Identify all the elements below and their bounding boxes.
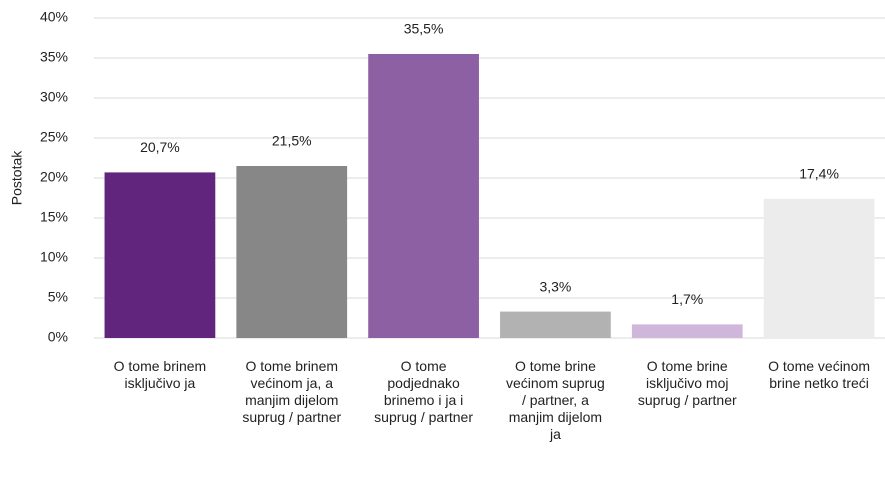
- x-tick-label: O tome brinem većinom ja, a manjim dijel…: [242, 358, 342, 425]
- data-label: 17,4%: [799, 166, 839, 182]
- data-label: 3,3%: [539, 278, 571, 294]
- y-tick-label: 0%: [48, 329, 68, 345]
- x-tick-label: O tome brine većinom suprug / partner, a…: [505, 358, 605, 442]
- bar: [236, 166, 348, 338]
- y-tick-label: 30%: [40, 89, 68, 105]
- y-tick-label: 25%: [40, 129, 68, 145]
- data-label: 1,7%: [671, 291, 703, 307]
- y-axis-label: Postotak: [9, 150, 25, 205]
- bar: [368, 54, 479, 338]
- bar: [763, 198, 875, 338]
- y-tick-label: 40%: [40, 9, 68, 25]
- x-tick-label: O tome podjednako brinemo i ja i suprug …: [374, 358, 473, 425]
- y-tick-label: 10%: [40, 249, 68, 265]
- data-label: 21,5%: [272, 133, 312, 149]
- x-tick-label: O tome brine isključivo moj suprug / par…: [637, 358, 737, 408]
- y-tick-label: 5%: [48, 289, 68, 305]
- y-tick-label: 35%: [40, 49, 68, 65]
- y-tick-label: 15%: [40, 209, 68, 225]
- y-tick-label: 20%: [40, 169, 68, 185]
- data-label: 35,5%: [404, 21, 444, 37]
- x-tick-label: O tome većinom brine netko treći: [768, 358, 871, 391]
- bar: [500, 311, 611, 338]
- x-tick-label: O tome brinem isključivo ja: [113, 358, 207, 391]
- bar: [631, 324, 743, 338]
- data-label: 20,7%: [140, 139, 180, 155]
- bar: [104, 172, 216, 338]
